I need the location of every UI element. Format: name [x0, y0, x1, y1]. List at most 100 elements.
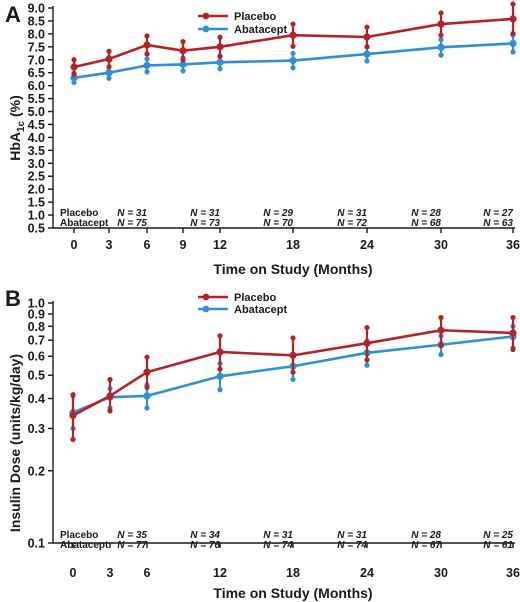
error-bar-cap	[180, 68, 186, 74]
x-axis-label: Time on Study (Months)	[213, 585, 372, 601]
y-tick-label: 5.0	[28, 105, 45, 119]
y-tick-label: 6.0	[28, 79, 45, 93]
data-point	[437, 43, 445, 51]
error-bar-cap	[290, 335, 296, 341]
error-bar-cap	[290, 376, 296, 383]
error-bar-cap	[70, 392, 76, 398]
y-tick-label: 1.0	[28, 209, 45, 223]
data-point	[216, 58, 224, 66]
error-bar-cap	[180, 57, 186, 63]
error-bar-cap	[217, 34, 223, 40]
error-bar-cap	[290, 369, 296, 375]
series-placebo	[70, 1, 517, 77]
y-tick-label: 0.8	[28, 320, 45, 334]
n-table-placebo-count: N = 25	[483, 530, 513, 541]
data-point	[143, 41, 151, 49]
error-bar-cap	[438, 52, 444, 58]
series-line	[72, 335, 514, 414]
y-axis-label: HbA1c (%)	[7, 95, 27, 161]
error-bar-cap	[144, 69, 150, 75]
panel-a: A 0.51.01.52.02.53.03.54.04.55.05.56.06.5…	[5, 2, 520, 278]
data-point	[143, 61, 151, 70]
error-bar-cap	[144, 51, 150, 57]
y-tick-label: 4.5	[28, 118, 45, 132]
legend-swatch-marker	[202, 12, 210, 20]
n-table-abatacept-count: N = 67	[411, 540, 441, 551]
data-point	[106, 392, 114, 400]
x-tick-label: 30	[434, 566, 448, 580]
n-table-row-label: Placebo	[60, 530, 98, 541]
y-axis-label-unit: (%)	[7, 95, 23, 121]
x-tick-label: 18	[286, 238, 300, 252]
data-point	[363, 339, 371, 347]
error-bar-cap	[364, 357, 370, 363]
error-bar-cap	[144, 405, 150, 411]
data-point	[105, 55, 113, 63]
error-bar-cap	[217, 53, 223, 60]
error-bar-cap	[364, 24, 370, 30]
n-table-abatacept-count: N = 74	[337, 540, 367, 551]
error-bar-cap	[364, 44, 370, 50]
data-point	[363, 33, 371, 41]
error-bar-cap	[438, 351, 444, 358]
x-tick-label: 30	[434, 238, 448, 252]
x-tick-label: 3	[107, 566, 114, 580]
error-bar-cap	[510, 1, 516, 7]
y-tick-label: 4.0	[28, 131, 45, 145]
data-point	[216, 372, 224, 380]
error-bar-cap	[290, 43, 296, 49]
error-bar-cap	[71, 71, 77, 77]
n-table-abatacept-count: N = 73	[190, 218, 220, 229]
y-axis-label: Insulin Dose (units/kg/day)	[7, 354, 23, 532]
n-table-abatacept-count: N = 63	[483, 218, 513, 229]
n-table-placebo-count: N = 31	[263, 530, 293, 541]
x-tick-label: 3	[106, 238, 113, 252]
x-axis-label: Time on Study (Months)	[213, 261, 372, 277]
error-bar-cap	[510, 314, 516, 321]
data-point	[363, 50, 371, 58]
n-table-abatacept-count: N = 74	[263, 540, 293, 551]
x-tick-label: 0	[71, 238, 78, 252]
y-axis-label-subscript: 1c	[16, 120, 27, 132]
error-bar-cap	[290, 65, 296, 71]
data-point	[509, 15, 517, 23]
y-tick-label: 7.5	[28, 40, 45, 54]
y-tick-label: 1.5	[28, 196, 45, 210]
data-point	[179, 60, 187, 69]
error-bar-cap	[438, 314, 444, 321]
y-tick-label: 0.4	[28, 392, 45, 406]
series-placebo	[69, 314, 517, 443]
n-table-abatacept-count: N = 76	[190, 540, 220, 551]
n-table-abatacept-count: N = 70	[263, 218, 293, 229]
error-bar-cap	[438, 342, 444, 349]
error-bar-cap	[290, 21, 296, 27]
x-tick-label: 0	[70, 566, 77, 580]
data-point	[143, 392, 151, 400]
y-tick-label: 6.5	[28, 66, 45, 80]
y-tick-label: 0.1	[28, 537, 45, 551]
y-tick-label: 3.5	[28, 144, 45, 158]
x-tick-label: 6	[144, 566, 151, 580]
n-table-placebo-count: N = 31	[190, 208, 220, 219]
y-tick-label: 0.3	[28, 422, 45, 436]
y-axis-label-main: HbA	[7, 132, 23, 161]
error-bar-cap	[510, 49, 516, 55]
error-bar-cap	[217, 366, 223, 372]
n-table-placebo-count: N = 28	[411, 208, 441, 219]
error-bar-cap	[144, 384, 150, 390]
y-tick-label: 8.0	[28, 27, 45, 41]
legend-swatch-marker	[202, 25, 210, 33]
data-point	[70, 63, 78, 71]
n-table-abatacept-count: N = 75	[117, 218, 147, 229]
n-table-placebo-count: N = 31	[337, 208, 367, 219]
legend-label: Placebo	[234, 11, 276, 23]
y-tick-label: 0.9	[28, 307, 45, 321]
y-tick-label: 7.0	[28, 53, 45, 67]
y-tick-label: 0.7	[28, 334, 45, 348]
error-bar-cap	[71, 57, 77, 63]
n-table-placebo-count: N = 34	[190, 530, 220, 541]
x-tick-label: 36	[506, 566, 520, 580]
error-bar-cap	[70, 436, 76, 443]
error-bar-cap	[144, 33, 150, 39]
